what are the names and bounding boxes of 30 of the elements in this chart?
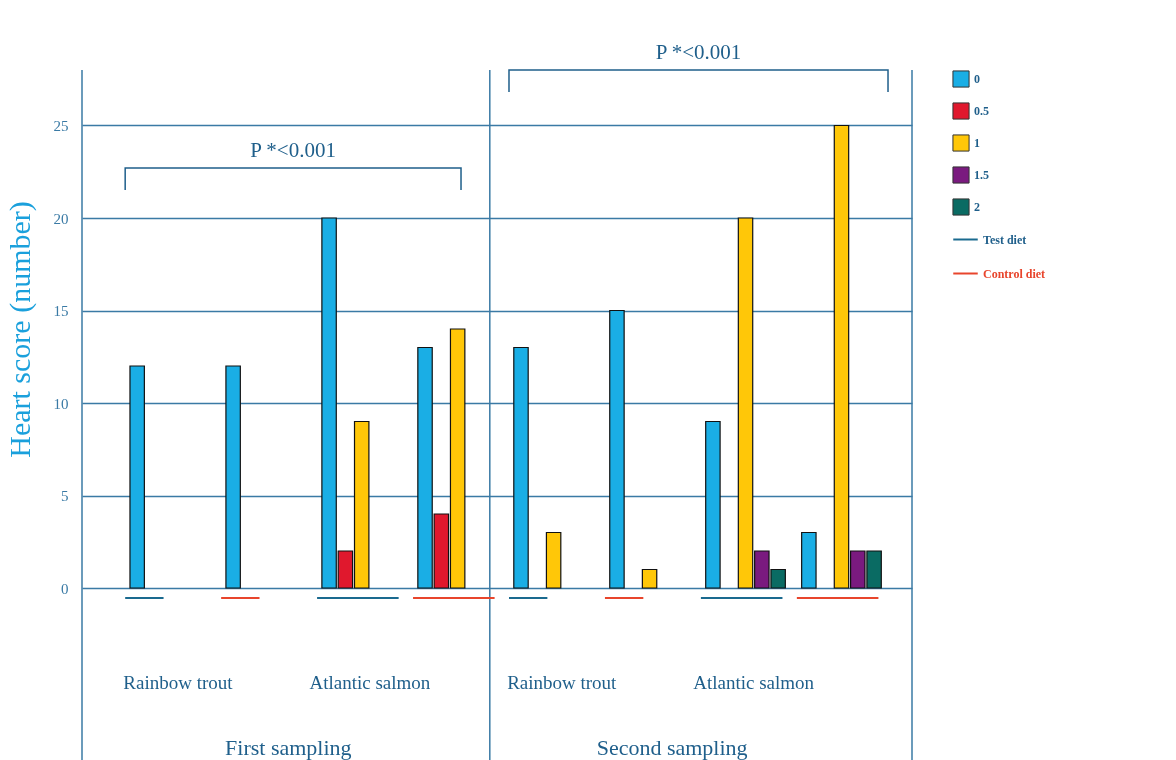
- text: Test diet: [983, 232, 1027, 247]
- y-tick-label: 15: [53, 303, 69, 319]
- y-tick-label: 0: [61, 580, 69, 597]
- bar: [545, 531, 562, 589]
- bar: [225, 365, 241, 589]
- bar: [513, 346, 529, 589]
- y-tick-label: 5: [61, 488, 69, 504]
- text: Rainbow trout: [123, 672, 234, 693]
- legend-label: 0: [974, 72, 980, 86]
- legend-label: 1: [974, 136, 980, 150]
- legend-label: 1.5: [974, 168, 989, 182]
- y-tick-label: 25: [53, 118, 69, 134]
- text: Second sampling: [596, 735, 748, 760]
- text: Control diet: [983, 266, 1046, 281]
- bar: [609, 309, 625, 589]
- text: Atlantic salmon: [309, 672, 431, 693]
- y-tick-label: 10: [53, 395, 69, 412]
- text: First sampling: [225, 735, 352, 760]
- text: P *<0.001: [655, 40, 742, 64]
- y-tick-label: 20: [53, 210, 69, 227]
- text: Rainbow trout: [507, 672, 618, 693]
- bar: [801, 531, 817, 589]
- bar: [129, 365, 145, 589]
- bar: [705, 420, 721, 589]
- legend-label: 0.5: [974, 104, 989, 118]
- legend-label: 2: [974, 200, 980, 214]
- text: Atlantic salmon: [693, 672, 815, 693]
- y-axis-title: Heart score (number): [2, 201, 37, 458]
- bar: [641, 568, 658, 589]
- annotation: P *<0.001: [250, 138, 336, 162]
